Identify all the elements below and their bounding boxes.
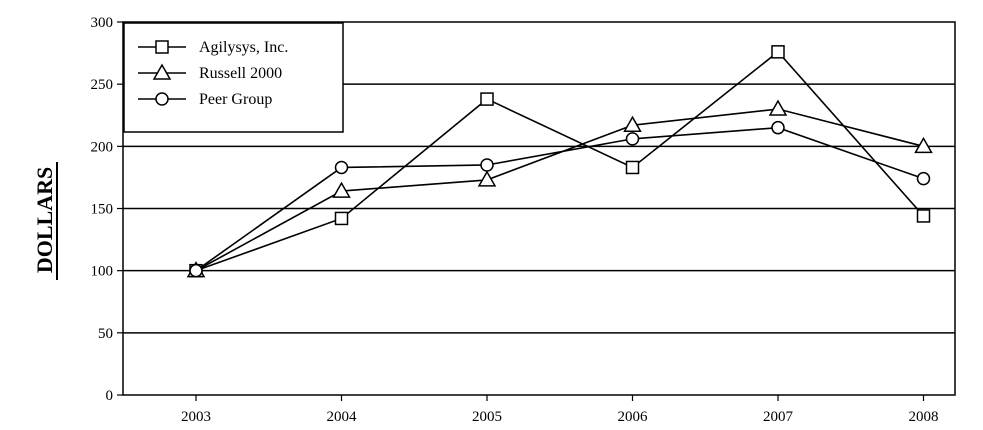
legend-item: Peer Group (138, 91, 272, 108)
circle-marker (334, 160, 349, 175)
y-axis: 0 50 100 150 200 250 300 (91, 15, 123, 404)
square-marker (334, 211, 349, 226)
square-marker (771, 45, 785, 59)
triangle-marker (332, 181, 351, 198)
circle-marker (480, 158, 494, 172)
series-line (195, 50, 925, 272)
legend-item: Agilysys, Inc. (138, 39, 288, 56)
x-tick-label: 2007 (763, 409, 794, 425)
series-line (195, 126, 924, 272)
square-marker (480, 92, 494, 106)
square-marker (916, 209, 931, 223)
triangle-marker (914, 136, 933, 154)
x-tick-label: 2005 (472, 409, 502, 425)
y-tick-label: 150 (91, 202, 114, 218)
x-tick-label: 2006 (618, 409, 649, 425)
x-tick-label: 2003 (181, 409, 211, 425)
circle-marker (189, 263, 203, 278)
series-layer (186, 45, 933, 278)
x-tick-label: 2004 (327, 409, 358, 425)
series-circle (189, 120, 931, 278)
square-marker (155, 40, 169, 54)
circle-marker (155, 92, 169, 106)
square-marker (625, 160, 640, 175)
circle-marker (625, 132, 640, 146)
y-axis-title: DOLLARS (32, 167, 57, 273)
legend-item: Russell 2000 (138, 63, 282, 82)
legend-label: Russell 2000 (199, 65, 282, 82)
circle-marker (916, 171, 931, 186)
y-tick-label: 100 (91, 264, 114, 280)
triangle-marker (623, 115, 642, 132)
legend: Agilysys, Inc. Russell 2000 Peer Group (123, 22, 344, 133)
triangle-marker (768, 99, 788, 116)
y-tick-label: 200 (91, 139, 114, 155)
triangle-marker (477, 170, 497, 187)
y-axis-title-group: DOLLARS (32, 162, 58, 280)
x-axis: 2003 2004 2005 2006 2007 2008 (181, 395, 939, 425)
y-tick-label: 50 (98, 326, 113, 342)
y-tick-label: 300 (91, 15, 114, 31)
legend-label: Peer Group (199, 91, 272, 108)
y-tick-label: 250 (91, 77, 114, 93)
circle-marker (771, 120, 785, 135)
legend-label: Agilysys, Inc. (199, 39, 288, 56)
x-tick-label: 2008 (909, 409, 939, 425)
triangle-marker (152, 63, 172, 80)
y-tick-label: 0 (106, 388, 114, 404)
